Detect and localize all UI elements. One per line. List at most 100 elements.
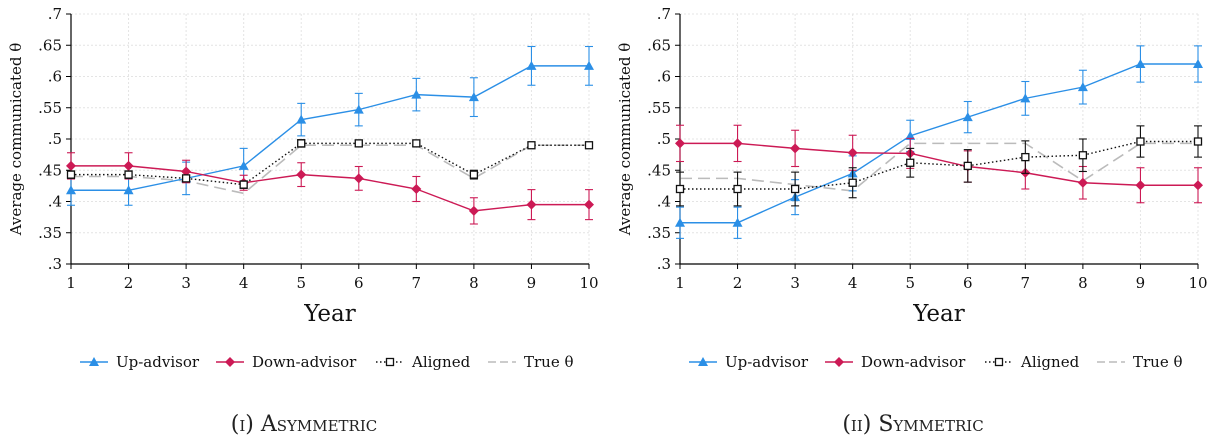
marker-diamond <box>66 160 76 171</box>
series-line <box>71 65 589 191</box>
marker-square <box>469 170 479 179</box>
marker-triangle <box>698 357 708 366</box>
marker-square <box>790 184 800 194</box>
x-tick-label: 9 <box>527 274 537 292</box>
marker-triangle <box>353 104 364 114</box>
marker-square <box>181 174 191 183</box>
y-axis-label: Average communicated θ <box>7 43 25 237</box>
marker-triangle <box>962 112 973 122</box>
marker-triangle <box>411 89 422 99</box>
x-axis-label: Year <box>303 301 356 327</box>
marker-square <box>963 161 972 171</box>
series-line <box>71 165 589 212</box>
marker-diamond <box>181 166 192 177</box>
marker-diamond <box>1135 180 1146 191</box>
x-tick-label: 10 <box>1188 274 1207 292</box>
x-tick-label: 10 <box>579 274 598 292</box>
marker-diamond <box>123 160 134 171</box>
y-tick-label: .55 <box>38 99 62 117</box>
y-tick-label: .4 <box>657 193 671 211</box>
y-tick-label: .5 <box>657 130 671 148</box>
y-tick-label: .4 <box>48 193 62 211</box>
x-tick-label: 7 <box>1021 274 1031 292</box>
marker-square <box>994 357 1004 367</box>
marker-diamond <box>411 184 422 194</box>
marker-square <box>354 139 363 148</box>
chart-panel-symmetric: .3 .35 .4 .45 .5 .55 .6 .65 .7 1 2 3 4 5 6 7 8 9 10 Year Ave… <box>609 0 1217 443</box>
marker-triangle <box>89 357 99 366</box>
chart-panel-asymmetric: .3 .35 .4 .45 .5 .55 .6 .65 .7 1 2 3 4 5 6 7 8 9 10 Year Ave… <box>0 0 608 443</box>
series-line <box>71 142 589 186</box>
marker-triangle <box>123 185 134 195</box>
y-tick-label: .7 <box>657 5 671 23</box>
series-line <box>680 140 1198 190</box>
x-tick-label: 8 <box>469 274 479 292</box>
marker-square <box>412 139 421 148</box>
x-tick-label: 6 <box>963 274 973 292</box>
y-tick-label: .35 <box>647 224 671 242</box>
legend-label: Down-advisor <box>861 353 966 371</box>
series-line <box>71 144 589 195</box>
marker-square <box>848 178 857 187</box>
marker-triangle <box>526 60 537 70</box>
marker-square <box>1021 152 1030 162</box>
marker-square <box>733 184 742 194</box>
x-tick-label: 8 <box>1078 274 1088 292</box>
y-tick-label: .45 <box>647 161 671 179</box>
chart-symmetric: .3 .35 .4 .45 .5 .55 .6 .65 .7 1 2 3 4 5 6 7 8 9 10 Year Ave… <box>616 5 1208 371</box>
chart-caption: (ii) Symmetric <box>842 412 984 437</box>
marker-square <box>239 180 248 189</box>
marker-square <box>385 357 395 367</box>
chart-caption: (i) Asymmetric <box>230 412 378 437</box>
marker-diamond <box>790 143 801 154</box>
marker-diamond <box>1077 177 1088 188</box>
series-line <box>680 142 1198 192</box>
marker-diamond <box>468 205 479 216</box>
y-tick-label: .7 <box>48 5 62 23</box>
legend-label: Down-advisor <box>252 353 357 371</box>
legend-label: Aligned <box>411 353 471 371</box>
legend-label: Up-advisor <box>725 353 809 371</box>
chart-asymmetric: .3 .35 .4 .45 .5 .55 .6 .65 .7 1 2 3 4 5 6 7 8 9 10 Year Ave… <box>7 5 599 371</box>
y-tick-label: .35 <box>38 224 62 242</box>
x-tick-label: 7 <box>412 274 422 292</box>
marker-triangle <box>468 92 479 102</box>
marker-square <box>1193 137 1203 146</box>
marker-diamond <box>847 147 858 158</box>
y-tick-label: .5 <box>48 130 62 148</box>
x-tick-label: 3 <box>790 274 800 292</box>
marker-triangle <box>238 160 249 170</box>
marker-triangle <box>1135 59 1146 68</box>
x-tick-label: 6 <box>354 274 364 292</box>
legend-label: Up-advisor <box>116 353 200 371</box>
legend-label: True θ <box>1133 353 1183 371</box>
y-tick-label: .6 <box>657 68 671 86</box>
marker-diamond <box>675 138 685 149</box>
marker-diamond <box>834 357 844 367</box>
marker-diamond <box>353 173 364 184</box>
y-axis-label: Average communicated θ <box>616 43 634 237</box>
x-tick-label: 5 <box>296 274 306 292</box>
x-tick-label: 3 <box>181 274 191 292</box>
marker-square <box>584 141 594 150</box>
y-tick-label: .65 <box>647 36 671 54</box>
y-tick-label: .6 <box>48 68 62 86</box>
x-tick-label: 2 <box>124 274 134 292</box>
marker-square <box>297 139 306 148</box>
x-tick-label: 2 <box>733 274 743 292</box>
series-line <box>680 63 1198 224</box>
marker-triangle <box>732 217 743 227</box>
marker-triangle <box>584 60 594 70</box>
marker-diamond <box>526 199 537 210</box>
y-tick-label: .3 <box>48 255 62 273</box>
y-tick-label: .3 <box>657 255 671 273</box>
marker-triangle <box>1193 59 1203 68</box>
marker-square <box>124 170 133 179</box>
marker-diamond <box>732 138 743 149</box>
legend-label: Aligned <box>1020 353 1080 371</box>
legend-label: True θ <box>524 353 574 371</box>
marker-triangle <box>296 114 307 124</box>
x-tick-label: 4 <box>239 274 249 292</box>
marker-square <box>906 158 915 167</box>
marker-square <box>675 184 685 194</box>
